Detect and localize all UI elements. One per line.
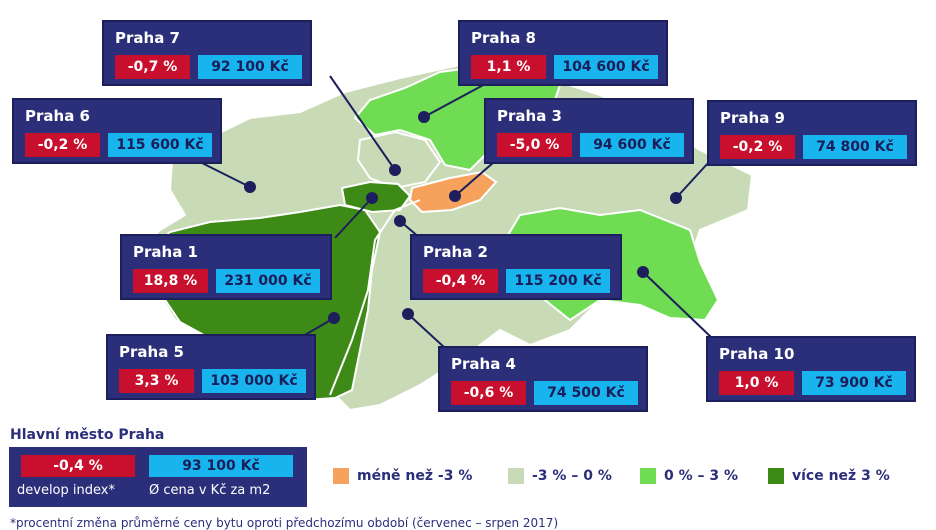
dot-praha-2 bbox=[394, 215, 406, 227]
river bbox=[329, 199, 421, 396]
change-badge: 3,3 % bbox=[119, 369, 194, 393]
price-badge: 104 600 Kč bbox=[554, 55, 658, 79]
legend-item-decline-gt3: méně než -3 % bbox=[333, 468, 472, 484]
card-praha-10: Praha 10 1,0 % 73 900 Kč bbox=[706, 336, 916, 402]
dot-praha-9 bbox=[670, 192, 682, 204]
dot-praha-1 bbox=[366, 192, 378, 204]
legend-item-decline-0-3: -3 % – 0 % bbox=[508, 468, 612, 484]
district-name: Praha 7 bbox=[115, 29, 180, 47]
legend-swatch bbox=[508, 468, 524, 484]
district-name: Praha 1 bbox=[133, 243, 198, 261]
location-dots bbox=[244, 111, 682, 324]
city-price-badge: 93 100 Kč bbox=[149, 455, 293, 477]
card-praha-9: Praha 9 -0,2 % 74 800 Kč bbox=[707, 100, 917, 166]
price-badge: 74 500 Kč bbox=[534, 381, 638, 405]
change-badge: 1,1 % bbox=[471, 55, 546, 79]
card-praha-3: Praha 3 -5,0 % 94 600 Kč bbox=[484, 98, 694, 164]
card-praha-8: Praha 8 1,1 % 104 600 Kč bbox=[458, 20, 668, 86]
price-badge: 115 200 Kč bbox=[506, 269, 610, 293]
change-badge: -0,2 % bbox=[720, 135, 795, 159]
card-praha-1: Praha 1 18,8 % 231 000 Kč bbox=[120, 234, 332, 300]
district-name: Praha 5 bbox=[119, 343, 184, 361]
legend-item-growth-0-3: 0 % – 3 % bbox=[640, 468, 738, 484]
card-praha-7: Praha 7 -0,7 % 92 100 Kč bbox=[102, 20, 312, 86]
change-badge: -0,7 % bbox=[115, 55, 190, 79]
price-badge: 231 000 Kč bbox=[216, 269, 320, 293]
change-badge: 1,0 % bbox=[719, 371, 794, 395]
district-name: Praha 10 bbox=[719, 345, 795, 363]
city-change-label: develop index* bbox=[17, 483, 115, 498]
legend-label: více než 3 % bbox=[792, 468, 890, 484]
legend-label: -3 % – 0 % bbox=[532, 468, 612, 484]
dot-praha-10 bbox=[637, 266, 649, 278]
price-badge: 115 600 Kč bbox=[108, 133, 212, 157]
card-praha-5: Praha 5 3,3 % 103 000 Kč bbox=[106, 334, 316, 400]
change-badge: -0,2 % bbox=[25, 133, 100, 157]
city-summary-box: -0,4 % 93 100 Kč develop index* Ø cena v… bbox=[9, 447, 307, 507]
district-name: Praha 9 bbox=[720, 109, 785, 127]
footnote: *procentní změna průměrné ceny bytu opro… bbox=[10, 516, 559, 530]
city-price-label: Ø cena v Kč za m2 bbox=[149, 483, 271, 498]
legend-swatch bbox=[768, 468, 784, 484]
dot-praha-6 bbox=[244, 181, 256, 193]
change-badge: -0,6 % bbox=[451, 381, 526, 405]
legend-swatch bbox=[333, 468, 349, 484]
legend-swatch bbox=[640, 468, 656, 484]
legend-label: 0 % – 3 % bbox=[664, 468, 739, 484]
card-praha-4: Praha 4 -0,6 % 74 500 Kč bbox=[438, 346, 648, 412]
card-praha-2: Praha 2 -0,4 % 115 200 Kč bbox=[410, 234, 622, 300]
dot-praha-5 bbox=[328, 312, 340, 324]
city-change-badge: -0,4 % bbox=[21, 455, 135, 477]
district-name: Praha 6 bbox=[25, 107, 90, 125]
price-badge: 92 100 Kč bbox=[198, 55, 302, 79]
district-name: Praha 2 bbox=[423, 243, 488, 261]
district-name: Praha 4 bbox=[451, 355, 516, 373]
price-badge: 103 000 Kč bbox=[202, 369, 306, 393]
dot-praha-7 bbox=[389, 164, 401, 176]
district-name: Praha 8 bbox=[471, 29, 536, 47]
dot-praha-8 bbox=[418, 111, 430, 123]
change-badge: -0,4 % bbox=[423, 269, 498, 293]
city-title: Hlavní město Praha bbox=[10, 427, 165, 443]
price-badge: 73 900 Kč bbox=[802, 371, 906, 395]
change-badge: 18,8 % bbox=[133, 269, 208, 293]
dot-praha-4 bbox=[402, 308, 414, 320]
change-badge: -5,0 % bbox=[497, 133, 572, 157]
legend-label: méně než -3 % bbox=[357, 468, 473, 484]
legend-item-growth-gt3: více než 3 % bbox=[768, 468, 890, 484]
dot-praha-3 bbox=[449, 190, 461, 202]
card-praha-6: Praha 6 -0,2 % 115 600 Kč bbox=[12, 98, 222, 164]
price-badge: 94 600 Kč bbox=[580, 133, 684, 157]
price-badge: 74 800 Kč bbox=[803, 135, 907, 159]
district-name: Praha 3 bbox=[497, 107, 562, 125]
